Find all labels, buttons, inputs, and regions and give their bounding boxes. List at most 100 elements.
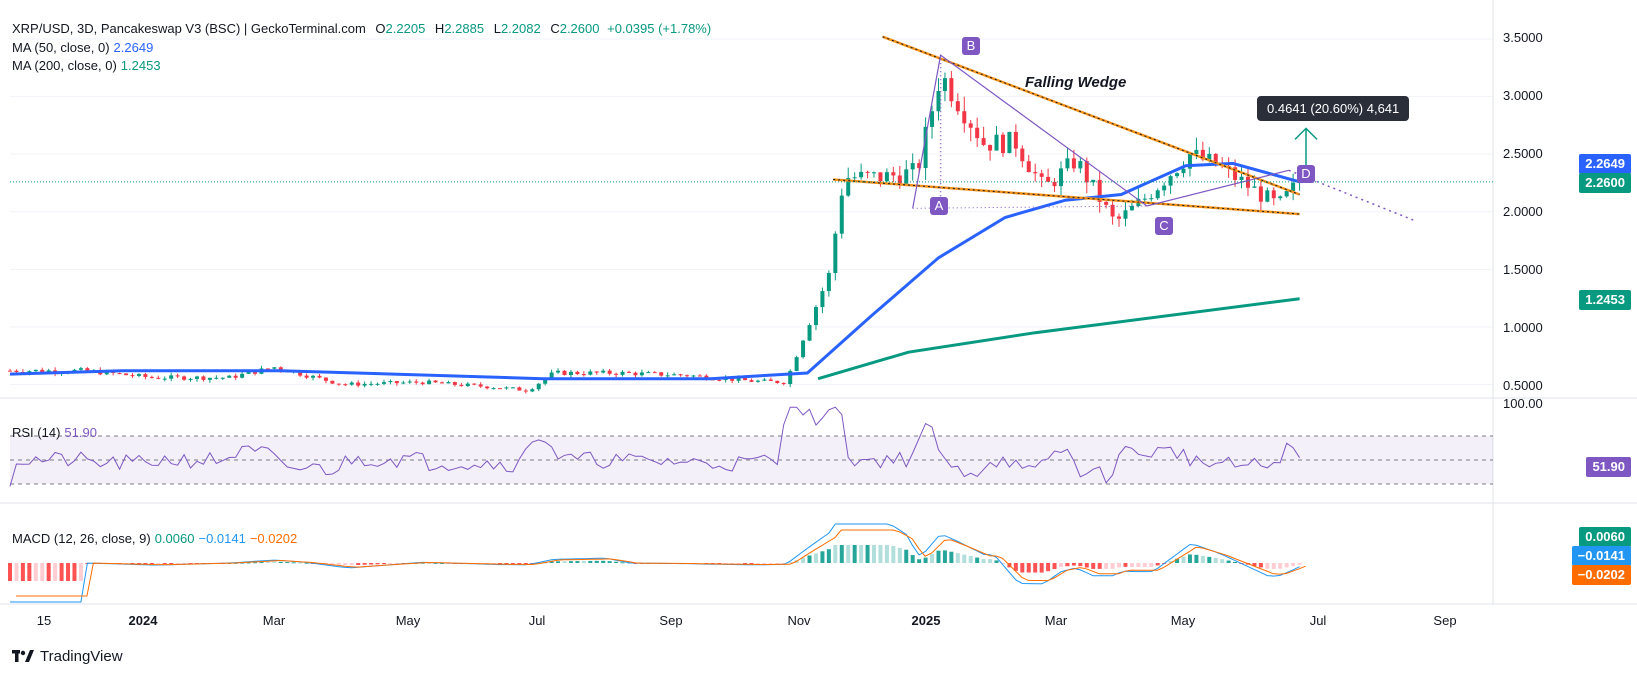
macd-histogram-bar: [253, 562, 258, 564]
ma200-price-badge: 1.2453: [1579, 290, 1631, 310]
macd-histogram-bar: [78, 563, 83, 581]
histogram-badge: −0.0202: [1571, 565, 1631, 585]
macd-histogram-bar: [781, 563, 786, 564]
candle-body: [356, 382, 361, 386]
macd-histogram-bar: [162, 563, 167, 564]
x-tick: Sep: [1433, 613, 1457, 628]
candle-body: [917, 163, 922, 169]
candle-body: [1252, 186, 1257, 188]
candle-body: [214, 377, 219, 379]
ma50-legend[interactable]: MA (50, close, 0) 2.2649: [12, 39, 153, 56]
macd-histogram-bar: [936, 550, 941, 563]
candle-body: [1155, 190, 1160, 199]
price-tick: 1.5000: [1503, 262, 1543, 277]
macd-histogram-bar: [975, 557, 980, 563]
macd-histogram-bar: [175, 563, 180, 564]
candle-body: [859, 171, 864, 178]
macd-histogram-bar: [762, 563, 767, 564]
candle-body: [78, 368, 83, 370]
candle-body: [117, 373, 122, 375]
candle-body: [420, 382, 425, 385]
macd-label: MACD (12, 26, close, 9): [12, 531, 151, 546]
macd-histogram-bar: [517, 563, 522, 564]
candle-body: [130, 375, 135, 377]
ma200-label: MA (200, close, 0): [12, 58, 117, 73]
candle-body: [1278, 196, 1283, 199]
candle-body: [930, 111, 935, 127]
candle-body: [775, 380, 780, 383]
candle-body: [188, 378, 193, 380]
candle-body: [207, 377, 212, 380]
candle-body: [220, 377, 225, 379]
candle-body: [626, 371, 631, 373]
macd-histogram-bar: [14, 563, 19, 581]
wedge-upper-dots: [882, 36, 1300, 195]
ma200-legend[interactable]: MA (200, close, 0) 1.2453: [12, 57, 161, 74]
macd-histogram-bar: [1233, 561, 1238, 563]
candle-body: [323, 377, 328, 381]
macd-histogram-bar: [53, 563, 58, 581]
candle-body: [826, 273, 831, 292]
candle-body: [1033, 172, 1038, 174]
rsi-legend[interactable]: RSI (14) 51.90: [12, 424, 97, 441]
macd-histogram-bar: [427, 562, 432, 564]
macd-histogram-bar: [66, 563, 71, 581]
candle-body: [143, 374, 148, 377]
macd-histogram-bar: [20, 563, 25, 581]
candle-body: [465, 383, 470, 386]
candle-body: [104, 370, 109, 375]
macd-histogram-bar: [1026, 563, 1031, 573]
macd-histogram-bar: [130, 563, 135, 564]
candle-body: [678, 374, 683, 376]
candle-body: [1084, 161, 1089, 183]
candle-body: [1142, 198, 1147, 200]
macd-legend[interactable]: MACD (12, 26, close, 9) 0.0060 −0.0141 −0.0…: [12, 530, 297, 547]
candle-body: [1239, 176, 1244, 180]
point-label-c[interactable]: C: [1155, 217, 1173, 235]
candle-body: [336, 383, 341, 385]
macd-histogram-bar: [930, 554, 935, 563]
macd-histogram-bar: [246, 562, 251, 564]
candle-body: [639, 372, 644, 376]
macd-histogram-bar: [897, 547, 902, 563]
macd-histogram-bar: [1058, 563, 1063, 567]
candle-body: [1046, 176, 1051, 182]
candle-body: [459, 384, 464, 386]
tradingview-logo[interactable]: TradingView: [12, 648, 123, 665]
candle-body: [755, 380, 760, 382]
point-label-b[interactable]: B: [962, 37, 980, 55]
macd-badge: 0.0060: [1579, 527, 1631, 547]
point-label-d[interactable]: D: [1297, 165, 1315, 183]
candle-body: [652, 372, 657, 374]
x-tick: Nov: [787, 613, 811, 628]
macd-histogram-bar: [788, 562, 793, 564]
candle-body: [1071, 158, 1076, 169]
candle-body: [369, 383, 374, 385]
candle-body: [311, 375, 316, 378]
point-label-a[interactable]: A: [930, 197, 948, 215]
price-tick: 2.5000: [1503, 146, 1543, 161]
candle-body: [478, 384, 483, 387]
macd-histogram-bar: [859, 545, 864, 563]
candle-body: [717, 379, 722, 381]
signal-badge: −0.0141: [1571, 546, 1631, 566]
macd-histogram-bar: [1284, 563, 1289, 568]
candle-body: [1181, 168, 1186, 174]
macd-histogram-bar: [942, 550, 947, 563]
macd-histogram-bar: [259, 562, 264, 564]
macd-histogram-bar: [549, 561, 554, 563]
wedge-lower-line: [833, 178, 1300, 216]
candle-body: [730, 377, 735, 381]
candle-body: [272, 367, 277, 369]
candle-body: [910, 163, 915, 170]
candle-body: [401, 382, 406, 384]
histogram-value: −0.0202: [249, 531, 298, 546]
candle-body: [691, 375, 696, 377]
candle-body: [33, 369, 38, 372]
candle-body: [620, 371, 625, 375]
macd-histogram-bar: [1200, 555, 1205, 563]
candle-body: [536, 383, 541, 390]
macd-histogram-bar: [1046, 563, 1051, 572]
candle-body: [665, 375, 670, 377]
